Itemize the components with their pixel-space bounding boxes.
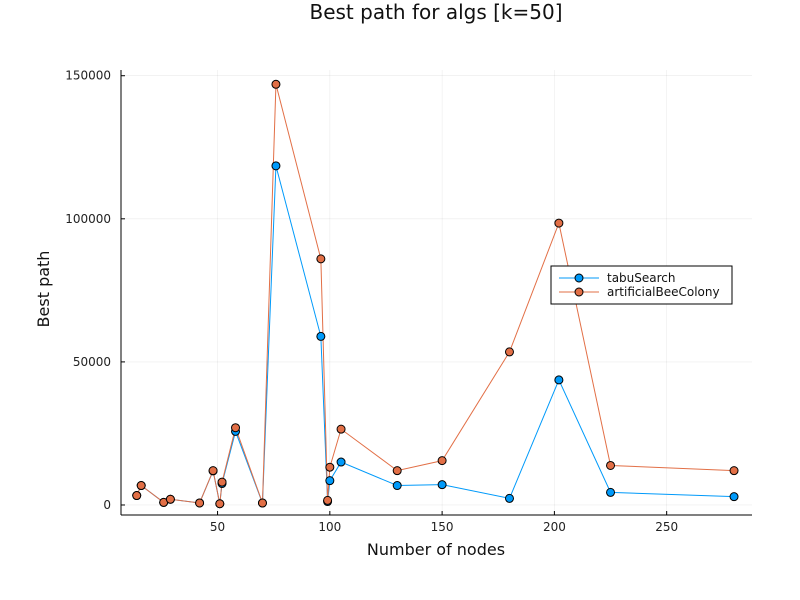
y-axis-label: Best path [34,251,53,328]
data-point-artificialBeeColony [729,466,739,476]
series-group [132,79,739,509]
data-point-artificialBeeColony [208,466,218,476]
x-tick-label: 250 [655,520,678,534]
legend-marker-artificialBeeColony [574,287,584,297]
data-point-artificialBeeColony [271,79,281,89]
data-point-artificialBeeColony [165,494,175,504]
data-point-artificialBeeColony [325,462,335,472]
data-point-tabuSearch [316,331,326,341]
legend-label-artificialBeeColony: artificialBeeColony [607,285,720,299]
data-point-artificialBeeColony [437,456,447,466]
data-point-artificialBeeColony [316,254,326,264]
data-point-tabuSearch [437,480,447,490]
legend-marker-tabuSearch [574,273,584,283]
x-tick-label: 150 [431,520,454,534]
data-point-tabuSearch [504,493,514,503]
legend-label-tabuSearch: tabuSearch [607,271,676,285]
data-point-tabuSearch [606,487,616,497]
y-tick-labels: 0 50000 100000 150000 [65,69,111,512]
data-point-artificialBeeColony [132,491,142,501]
data-point-artificialBeeColony [231,423,241,433]
y-tick-label: 150000 [65,69,111,83]
chart-title: Best path for algs [k=50] [309,0,562,24]
data-point-tabuSearch [392,481,402,491]
data-point-artificialBeeColony [336,424,346,434]
data-point-tabuSearch [325,476,335,486]
y-tick-label: 100000 [65,212,111,226]
legend-box [550,265,733,305]
data-point-artificialBeeColony [606,460,616,470]
series-line-tabuSearch [136,165,735,504]
y-tick-label: 0 [103,498,111,512]
data-point-artificialBeeColony [504,347,514,357]
data-point-artificialBeeColony [215,499,225,509]
data-point-artificialBeeColony [392,466,402,476]
data-point-tabuSearch [336,457,346,467]
x-tick-label: 200 [543,520,566,534]
x-tick-label: 100 [318,520,341,534]
y-tick-label: 50000 [73,355,111,369]
x-axis-label: Number of nodes [367,540,505,559]
data-point-artificialBeeColony [195,498,205,508]
data-point-artificialBeeColony [136,481,146,491]
data-point-tabuSearch [729,492,739,502]
axes [120,70,752,516]
data-point-artificialBeeColony [323,495,333,505]
x-tick-label: 50 [210,520,225,534]
data-point-tabuSearch [554,375,564,385]
x-tick-labels: 50 100 150 200 250 [210,520,678,534]
data-point-tabuSearch [271,161,281,171]
data-point-artificialBeeColony [554,218,564,228]
data-point-artificialBeeColony [217,477,227,487]
data-point-artificialBeeColony [257,498,267,508]
